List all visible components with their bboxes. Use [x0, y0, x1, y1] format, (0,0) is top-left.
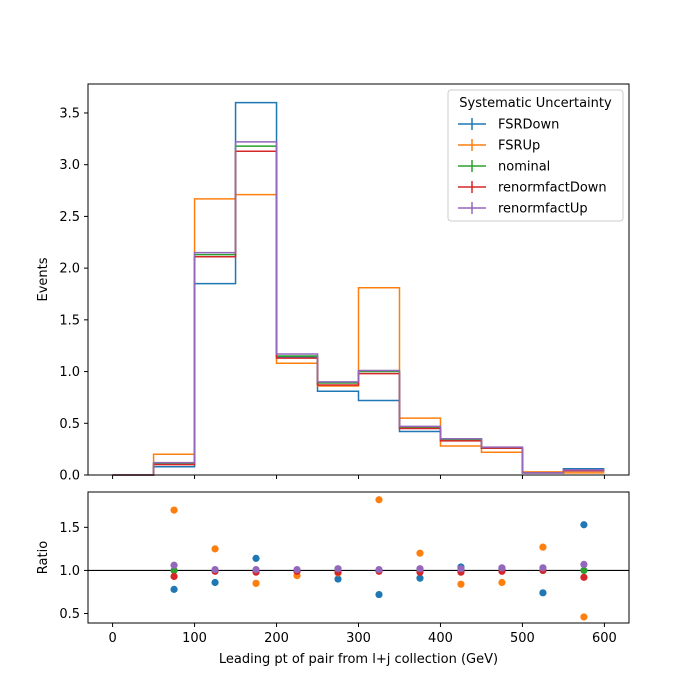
ratio-y-tick-label: 1.0 [59, 564, 80, 579]
legend-entry-FSRUp: FSRUp [458, 139, 540, 154]
legend-label: nominal [498, 160, 550, 175]
ratio-point-nominal [170, 566, 178, 575]
main-x-ticks [112, 475, 605, 479]
ratio-points [170, 496, 588, 621]
ratio-point-FSRDown [170, 585, 178, 593]
x-tick-label: 200 [264, 631, 289, 646]
ratio-y-tick-label: 0.5 [59, 607, 80, 622]
ratio-y-ticks: 0.5 1.0 1.5 [59, 521, 88, 622]
ratio-point-FSRDown [580, 521, 588, 529]
x-tick-label: 400 [428, 631, 453, 646]
ratio-point-renormfactUp [580, 560, 588, 568]
ratio-point-renormfactUp [170, 561, 178, 569]
ratio-point-renormfactUp [457, 565, 465, 573]
main-y-tick-label: 2.5 [59, 210, 80, 225]
legend-box [447, 89, 624, 222]
ratio-y-axis-label: Ratio [36, 541, 51, 574]
x-axis-label: Leading pt of pair from l+j collection (… [219, 652, 498, 667]
ratio-plot-frame [87, 491, 630, 624]
ratio-point-FSRUp [211, 545, 219, 553]
ratio-point-FSRDown [211, 578, 219, 587]
main-y-ticks: 0.0 0.5 1.0 1.5 2.0 2.5 3.0 3.5 [59, 106, 88, 484]
ratio-point-FSRDown [252, 554, 260, 562]
legend-label: FSRDown [498, 118, 559, 133]
main-y-tick-label: 1.5 [59, 313, 80, 328]
legend-entry-renormfactUp: renormfactUp [458, 202, 588, 217]
main-y-tick-label: 3.0 [59, 158, 80, 173]
ratio-point-nominal [580, 566, 588, 575]
legend-entry-renormfactDown: renormfactDown [458, 181, 607, 196]
main-histograms [112, 101, 605, 476]
ratio-point-FSRUp [580, 613, 588, 621]
ratio-point-renormfactUp [416, 565, 424, 573]
main-y-tick-label: 0.5 [59, 417, 80, 432]
main-y-axis-label: Events [36, 257, 51, 301]
ratio-plot-panel: 0.5 1.0 1.5 0 100 200 300 400 500 600 Ratio Lead… [36, 491, 630, 667]
ratio-x-ticks: 0 100 200 300 400 500 600 [108, 623, 617, 646]
ratio-point-FSRDown [539, 589, 547, 597]
ratio-point-FSRDown [375, 590, 383, 599]
ratio-point-renormfactUp [498, 564, 506, 572]
legend: Systematic Uncertainty FSRDown FSRUp nomin… [447, 89, 624, 222]
x-tick-label: 100 [182, 631, 207, 646]
histogram-renormfactUp [112, 141, 605, 476]
ratio-point-FSRDown [416, 574, 424, 582]
legend-label: FSRUp [498, 139, 540, 154]
x-tick-label: 300 [346, 631, 371, 646]
legend-label: renormfactUp [498, 202, 588, 217]
ratio-point-FSRUp [252, 579, 260, 587]
ratio-point-renormfactUp [539, 564, 547, 572]
main-plot-frame [87, 83, 630, 476]
ratio-point-renormfactDown [170, 572, 178, 581]
legend-title: Systematic Uncertainty [459, 96, 612, 111]
ratio-point-renormfactUp [334, 565, 342, 573]
x-tick-label: 500 [510, 631, 535, 646]
main-y-tick-label: 0.0 [59, 469, 80, 484]
main-y-tick-label: 3.5 [59, 106, 80, 121]
ratio-point-renormfactUp [293, 565, 301, 574]
ratio-point-renormfactUp [252, 565, 260, 574]
ratio-point-renormfactDown [580, 573, 588, 581]
ratio-point-FSRUp [498, 578, 506, 587]
ratio-point-FSRUp [416, 549, 424, 557]
ratio-y-tick-label: 1.5 [59, 521, 80, 536]
ratio-point-FSRUp [170, 506, 178, 514]
main-y-tick-label: 2.0 [59, 262, 80, 277]
ratio-point-FSRDown [334, 575, 342, 583]
legend-entry-nominal: nominal [458, 160, 550, 175]
x-tick-label: 600 [592, 631, 617, 646]
ratio-point-FSRUp [539, 543, 547, 551]
legend-entry-FSRDown: FSRDown [458, 118, 559, 133]
x-tick-label: 0 [108, 631, 116, 646]
legend-label: renormfactDown [498, 181, 607, 196]
main-y-tick-label: 1.0 [59, 365, 80, 380]
ratio-point-FSRUp [457, 580, 465, 588]
ratio-point-FSRUp [375, 496, 383, 504]
ratio-point-renormfactUp [375, 565, 383, 574]
main-plot-panel: 0.0 0.5 1.0 1.5 2.0 2.5 3.0 3.5 Events [36, 83, 630, 484]
legend-entries: FSRDown FSRUp nominal renormfactDown renormf… [458, 118, 607, 217]
ratio-point-renormfactUp [211, 565, 219, 574]
